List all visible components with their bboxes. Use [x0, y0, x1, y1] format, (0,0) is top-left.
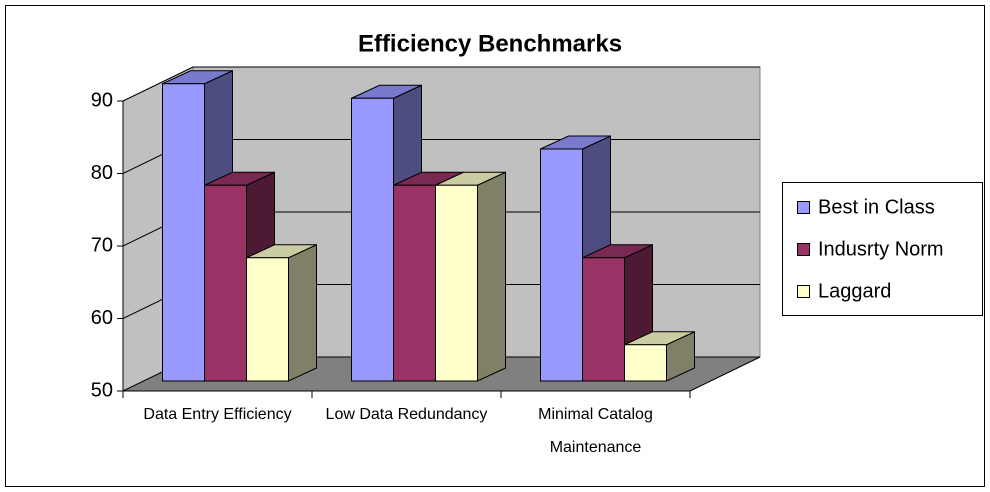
bar-front [204, 184, 247, 382]
bar-side [477, 171, 506, 382]
legend-swatch [797, 201, 810, 214]
bar [624, 330, 695, 382]
y-tick-label: 60 [91, 307, 113, 329]
x-tick-label: Minimal Catalog Maintenance [538, 406, 653, 456]
bar-front [351, 97, 394, 382]
y-tick-label: 80 [91, 162, 113, 184]
bar-front [582, 257, 625, 382]
legend-swatch [797, 285, 810, 298]
x-tick-label: Data Entry Efficiency [143, 406, 292, 423]
bar-front [540, 148, 583, 382]
bar-front [246, 257, 289, 382]
chart-title: Efficiency Benchmarks [358, 30, 622, 57]
y-tick-label: 50 [91, 379, 113, 401]
y-tick-label: 90 [91, 89, 113, 111]
bar [435, 171, 506, 382]
grid-line [122, 66, 760, 102]
bar [246, 243, 317, 382]
x-tick-label-box: Low Data Redundancy [325, 406, 488, 423]
bar-front [162, 83, 205, 382]
x-tick-label-box: Minimal Catalog Maintenance [538, 406, 653, 456]
x-tick-label: Low Data Redundancy [325, 406, 488, 423]
y-tick-label: 70 [91, 234, 113, 256]
bar-front [393, 184, 436, 382]
legend-label: Indusrty Norm [818, 238, 944, 260]
x-tick-label-box: Data Entry Efficiency [143, 406, 292, 423]
bar-front [624, 344, 667, 382]
legend-swatch [797, 243, 810, 256]
bar-front [435, 184, 478, 382]
legend-label: Best in Class [818, 196, 935, 218]
bar-side [288, 243, 317, 382]
legend [782, 182, 983, 316]
legend-label: Laggard [818, 280, 891, 302]
